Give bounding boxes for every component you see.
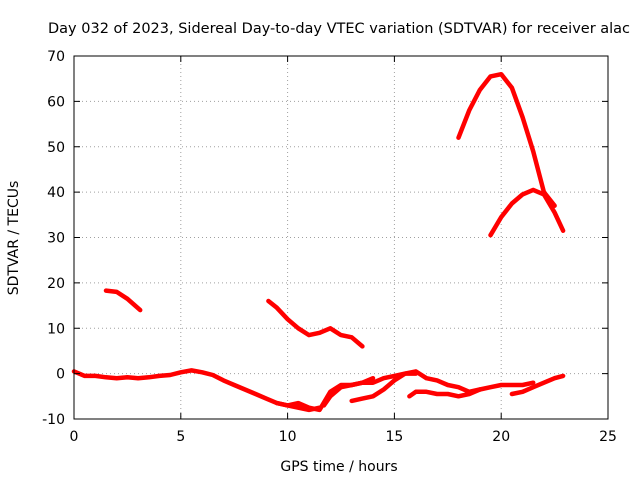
data-series-track-8	[266, 298, 365, 349]
x-tick-label: 15	[385, 429, 403, 445]
data-series-track-3	[321, 369, 536, 408]
y-tick-label: 0	[56, 367, 65, 383]
x-axis-label: GPS time / hours	[280, 459, 397, 475]
data-series-track-6	[509, 373, 566, 397]
x-tick-label: 5	[176, 429, 185, 445]
chart-title: Day 032 of 2023, Sidereal Day-to-day VTE…	[48, 21, 630, 37]
y-tick-label: 20	[47, 276, 65, 292]
y-tick-label: 70	[47, 49, 65, 65]
y-tick-label: 50	[47, 140, 65, 156]
data-series-track-9	[456, 71, 557, 208]
y-tick-label: -10	[42, 412, 65, 428]
data-series-track-7	[103, 288, 143, 313]
y-tick-label: 10	[47, 321, 65, 337]
y-tick-label: 30	[47, 231, 65, 247]
x-tick-label: 20	[492, 429, 510, 445]
y-tick-label: 40	[47, 185, 65, 201]
grid	[74, 56, 608, 419]
data-series-track-4	[349, 371, 419, 404]
data-series-track-5	[407, 387, 483, 399]
y-axis-label: SDTVAR / TECUs	[6, 181, 22, 296]
axis-ticks: 0 5 10 15 20 25 -10 0 10 20 30 40 50 60 70	[42, 49, 617, 445]
data-series-track-10	[488, 187, 566, 238]
x-tick-label: 25	[599, 429, 617, 445]
y-tick-label: 60	[47, 94, 65, 110]
series-group	[71, 71, 566, 413]
x-tick-label: 0	[70, 429, 79, 445]
x-tick-label: 10	[279, 429, 297, 445]
